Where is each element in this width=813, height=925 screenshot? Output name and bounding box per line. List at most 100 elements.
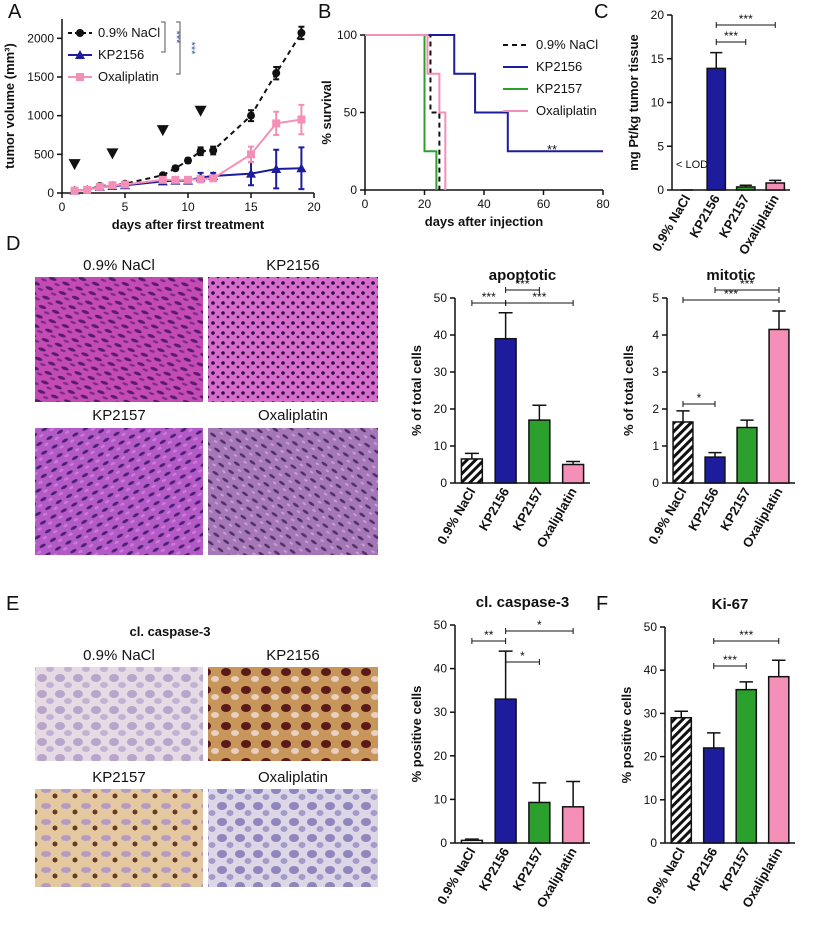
marker <box>297 28 306 37</box>
y-tick-label: 0 <box>650 836 657 850</box>
y-tick-label: 50 <box>644 620 658 634</box>
significance-label: *** <box>740 277 754 291</box>
y-axis-label: % of total cells <box>621 345 636 436</box>
x-tick-label: KP2156 <box>684 845 720 893</box>
y-axis-label: mg Pt/kg tumor tissue <box>626 34 641 171</box>
x-tick-label: KP2156 <box>476 845 512 893</box>
ihc-image <box>35 789 203 887</box>
bar <box>460 458 484 484</box>
lod-note: < LOD <box>676 159 708 171</box>
bar <box>672 421 694 484</box>
image-label: KP2157 <box>92 407 145 424</box>
x-tick-label: 20 <box>307 200 321 214</box>
significance-bracket <box>505 628 574 634</box>
bar <box>494 698 517 844</box>
x-tick-label: 10 <box>181 200 195 214</box>
significance-bracket <box>713 638 780 644</box>
y-tick-label: 0 <box>652 476 659 490</box>
y-tick-label: 40 <box>644 663 658 677</box>
x-tick-label: 0 <box>362 197 369 211</box>
legend-label: KP2156 <box>98 47 144 62</box>
x-axis-label: days after first treatment <box>112 217 265 232</box>
panel-label: B <box>318 1 331 23</box>
histology-image <box>35 428 203 555</box>
x-tick-label: 15 <box>244 200 258 214</box>
y-tick-label: 0 <box>657 183 664 197</box>
y-tick-label: 20 <box>651 8 665 22</box>
marker <box>271 164 282 174</box>
significance-label: *** <box>515 277 529 291</box>
error-bar <box>566 780 581 807</box>
histology-image <box>35 277 203 402</box>
marker <box>95 182 104 191</box>
error-bar <box>772 310 786 330</box>
y-tick-label: 50 <box>344 106 358 120</box>
significance-bracket <box>715 22 776 28</box>
x-tick-label: 0.9% NaCl <box>434 485 478 547</box>
marker <box>297 115 306 124</box>
bar <box>528 801 551 844</box>
significance-bracket <box>505 300 574 306</box>
significance-label: *** <box>185 42 197 56</box>
bar <box>735 688 758 844</box>
x-tick-label: 0 <box>59 200 66 214</box>
significance-label: *** <box>482 290 496 304</box>
y-tick-label: 1500 <box>27 70 54 84</box>
marker <box>247 111 255 120</box>
y-tick-label: 40 <box>434 328 448 342</box>
legend-marker <box>76 29 84 37</box>
marker <box>246 168 256 178</box>
y-tick-label: 20 <box>644 750 658 764</box>
marker <box>272 69 281 78</box>
histology-image <box>208 277 378 402</box>
image-label: Oxaliplatin <box>258 769 328 786</box>
legend-label: Oxaliplatin <box>98 69 159 84</box>
marker <box>171 164 180 173</box>
treatment-marker <box>106 148 119 160</box>
significance-bracket <box>471 638 507 644</box>
x-tick-label: 0.9% NaCl <box>649 192 693 254</box>
bar <box>768 328 790 484</box>
y-tick-label: 1000 <box>27 109 54 123</box>
marker <box>247 150 255 159</box>
x-tick-label: KP2157 <box>716 845 752 893</box>
error-bar <box>464 452 479 459</box>
significance-label: * <box>537 618 542 632</box>
y-tick-label: 20 <box>434 402 448 416</box>
significance-label: ** <box>547 142 557 157</box>
marker <box>209 174 218 183</box>
panel-label: A <box>8 1 22 23</box>
marker <box>83 185 92 194</box>
marker <box>70 186 79 195</box>
significance-label: *** <box>739 12 753 26</box>
y-axis-label: % of total cells <box>409 345 424 436</box>
y-tick-label: 30 <box>434 705 448 719</box>
marker <box>171 175 180 184</box>
y-tick-label: 10 <box>651 96 665 110</box>
marker <box>209 146 218 155</box>
bar <box>702 747 725 844</box>
significance-label: * <box>697 391 702 405</box>
significance-bracket <box>713 663 747 669</box>
legend-label: KP2157 <box>536 81 582 96</box>
error-bar <box>498 312 513 339</box>
x-tick-label: 40 <box>477 197 491 211</box>
y-tick-label: 15 <box>651 52 665 66</box>
error-bar <box>532 404 547 421</box>
panel-label: F <box>596 593 608 615</box>
image-label: 0.9% NaCl <box>83 647 155 664</box>
panel-label: D <box>6 233 20 255</box>
bar <box>706 67 727 191</box>
marker <box>158 175 167 184</box>
bar <box>736 426 758 484</box>
x-tick-label: 0.9% NaCl <box>645 485 689 547</box>
legend-label: 0.9% NaCl <box>536 37 598 52</box>
ihc-image <box>208 789 378 887</box>
y-tick-label: 2 <box>652 402 659 416</box>
legend-label: Oxaliplatin <box>536 103 597 118</box>
y-tick-label: 0 <box>47 186 54 200</box>
y-tick-label: 3 <box>652 365 659 379</box>
y-tick-label: 10 <box>434 439 448 453</box>
marker <box>184 156 192 165</box>
